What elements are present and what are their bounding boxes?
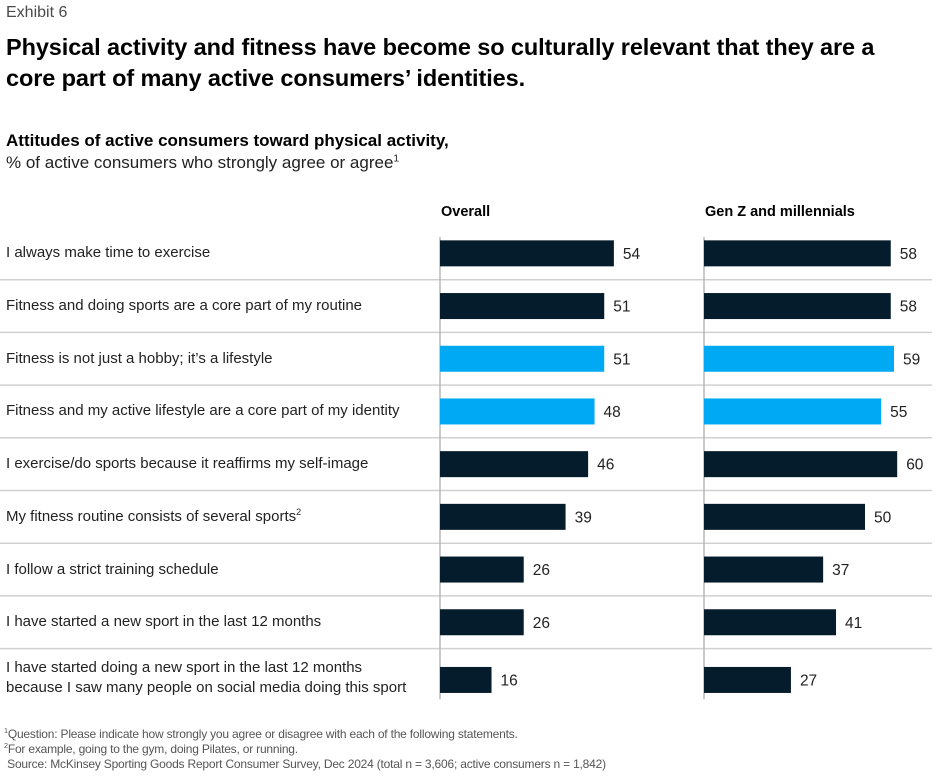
data-label-overall: 51	[613, 351, 630, 368]
data-label-genz: 59	[903, 351, 920, 368]
chart-unit: % of active consumers who strongly agree…	[6, 153, 399, 173]
data-label-overall: 48	[604, 404, 621, 421]
footnote-1: 1Question: Please indicate how strongly …	[4, 727, 518, 741]
category-label-text: I have started a new sport in the last 1…	[6, 613, 322, 631]
chart-subtitle: Attitudes of active consumers toward phy…	[6, 131, 449, 150]
category-label-text: I always make time to exercise	[6, 244, 211, 262]
category-label-text: I exercise/do sports because it reaffirm…	[6, 455, 369, 473]
bar-overall	[440, 345, 605, 372]
bar-overall	[440, 666, 492, 693]
category-label: Fitness is not just a hobby; it’s a life…	[6, 349, 273, 369]
category-label: I have started doing a new sport in the …	[6, 658, 406, 698]
bar-genz	[704, 503, 865, 530]
footnote-2-text: For example, going to the gym, doing Pil…	[7, 742, 298, 756]
bar-genz	[704, 609, 837, 636]
bar-genz	[704, 240, 891, 267]
bar-overall	[440, 293, 605, 320]
unit-text: % of active consumers who strongly agree…	[6, 153, 394, 172]
category-label: I follow a strict training schedule	[6, 560, 219, 580]
unit-footnote-marker: 1	[393, 153, 400, 165]
data-label-genz: 50	[874, 509, 892, 526]
bar-genz	[704, 556, 824, 583]
data-label-overall: 26	[533, 562, 550, 579]
exhibit-label: Exhibit 6	[6, 4, 68, 21]
bar-genz	[704, 666, 791, 693]
category-label-text: Fitness and my active lifestyle are a co…	[6, 402, 400, 420]
footnote-2: 2For example, going to the gym, doing Pi…	[4, 742, 298, 756]
data-label-overall: 39	[575, 509, 592, 526]
category-label: Fitness and doing sports are a core part…	[6, 296, 362, 316]
bar-genz	[704, 398, 882, 425]
category-label-text: My fitness routine consists of several s…	[6, 507, 297, 525]
data-label-genz: 60	[906, 457, 924, 474]
bar-genz	[704, 293, 891, 320]
bar-overall	[440, 503, 566, 530]
category-label: I always make time to exercise	[6, 243, 210, 263]
footnote-1-marker: 1	[4, 726, 8, 735]
category-label: I have started a new sport in the last 1…	[6, 612, 321, 632]
footnote-2-marker: 2	[4, 741, 8, 750]
data-label-genz: 41	[845, 615, 862, 632]
data-label-overall: 46	[597, 457, 614, 474]
data-label-genz: 55	[890, 404, 907, 421]
data-label-genz: 58	[900, 299, 917, 316]
bar-genz	[704, 451, 898, 478]
chart-headline: Physical activity and fitness have becom…	[6, 34, 875, 91]
category-label-text: I have started doing a new sport in the …	[6, 658, 363, 676]
category-label-text: I follow a strict training schedule	[6, 560, 219, 578]
data-label-overall: 26	[533, 615, 550, 632]
category-label: My fitness routine consists of several s…	[6, 507, 301, 527]
bar-overall	[440, 556, 524, 583]
category-label: Fitness and my active lifestyle are a co…	[6, 401, 400, 421]
category-label-text: Fitness and doing sports are a core part…	[6, 297, 363, 315]
source-note: Source: McKinsey Sporting Goods Report C…	[4, 757, 606, 771]
category-label-text: Fitness is not just a hobby; it’s a life…	[6, 349, 273, 367]
bar-overall	[440, 398, 595, 425]
bar-overall	[440, 240, 614, 267]
data-label-overall: 54	[623, 246, 641, 263]
data-label-genz: 37	[832, 562, 849, 579]
footnote-1-text: Question: Please indicate how strongly y…	[7, 727, 518, 741]
category-footnote-marker: 2	[296, 506, 302, 517]
column-header-overall: Overall	[441, 204, 491, 220]
bar-overall	[440, 451, 589, 478]
data-label-overall: 16	[501, 672, 518, 689]
data-label-genz: 58	[900, 246, 917, 263]
bar-genz	[704, 345, 894, 372]
category-label-text-line2: because I saw many people on social medi…	[6, 678, 407, 696]
bar-overall	[440, 609, 524, 636]
category-label: I exercise/do sports because it reaffirm…	[6, 454, 368, 474]
data-label-overall: 51	[613, 299, 630, 316]
data-label-genz: 27	[800, 672, 817, 689]
column-header-genz: Gen Z and millennials	[705, 204, 855, 220]
